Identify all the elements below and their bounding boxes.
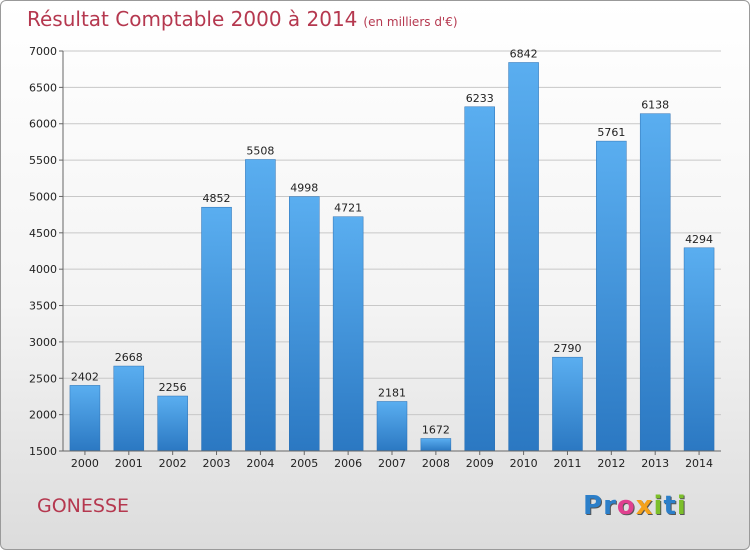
y-tick-label-10: 6500 [29, 81, 57, 94]
logo-letter-3: x [635, 491, 654, 521]
bar-2005 [289, 196, 320, 452]
y-tick-label-5: 4000 [29, 263, 57, 276]
x-tick-label-2002: 2002 [159, 457, 187, 470]
data-label-2008: 1672 [422, 423, 450, 436]
bars [69, 62, 715, 452]
y-tick-label-0: 1500 [29, 445, 57, 458]
bar-2003 [201, 206, 232, 452]
x-tick-label-2001: 2001 [115, 457, 143, 470]
bar-2011 [552, 356, 583, 452]
y-tick-label-3: 3000 [29, 336, 57, 349]
y-tick-label-9: 6000 [29, 118, 57, 131]
x-tick-label-2003: 2003 [203, 457, 231, 470]
logo-letter-6: i [676, 491, 687, 521]
city-name: GONESSE [37, 495, 130, 517]
data-label-2004: 5508 [246, 145, 274, 158]
data-label-2010: 6842 [510, 47, 538, 60]
bar-2002 [157, 395, 188, 452]
data-label-2013: 6138 [641, 99, 669, 112]
chart-title: Résultat Comptable 2000 à 2014 (en millie… [27, 7, 458, 31]
data-label-2002: 2256 [159, 381, 187, 394]
data-label-2007: 2181 [378, 386, 406, 399]
logo-letter-4: i [653, 491, 664, 521]
bar-2000 [69, 385, 101, 452]
x-tick-label-2004: 2004 [246, 457, 274, 470]
bar-2013 [639, 113, 671, 452]
chart-title-text: Résultat Comptable 2000 à 2014 [27, 7, 358, 31]
bar-2009 [464, 106, 495, 452]
data-label-2011: 2790 [553, 342, 581, 355]
bar-2006 [332, 216, 364, 452]
data-label-2003: 4852 [203, 192, 231, 205]
logo-letter-0: P [583, 491, 604, 521]
y-tick-label-6: 4500 [29, 227, 57, 240]
x-tick-label-2013: 2013 [641, 457, 669, 470]
chart-unit: (en milliers d'€) [363, 15, 458, 29]
y-tick-label-4: 3500 [29, 300, 57, 313]
data-label-2001: 2668 [115, 351, 143, 364]
bar-2012 [596, 140, 627, 452]
x-tick-label-2010: 2010 [510, 457, 538, 470]
logo-letter-1: r [603, 491, 617, 521]
logo-letter-2: o [616, 491, 636, 521]
x-tick-label-2008: 2008 [422, 457, 450, 470]
x-tick-label-2000: 2000 [71, 457, 99, 470]
data-label-2005: 4998 [290, 182, 318, 195]
data-label-2009: 6233 [466, 92, 494, 105]
bar-2004 [245, 159, 276, 452]
bar-2010 [508, 62, 539, 452]
axes [59, 50, 721, 455]
y-tick-label-2: 2500 [29, 372, 57, 385]
x-tick-label-2005: 2005 [290, 457, 318, 470]
y-tick-label-8: 5500 [29, 154, 57, 167]
bar-2014 [683, 247, 715, 452]
y-tick-label-7: 5000 [29, 190, 57, 203]
x-tick-label-2006: 2006 [334, 457, 362, 470]
y-tick-label-1: 2000 [29, 409, 57, 422]
x-tick-label-2011: 2011 [553, 457, 581, 470]
data-label-2012: 5761 [597, 126, 625, 139]
x-tick-label-2009: 2009 [466, 457, 494, 470]
x-tick-label-2012: 2012 [597, 457, 625, 470]
bar-2008 [420, 438, 452, 452]
bar-2001 [113, 365, 145, 452]
x-tick-label-2007: 2007 [378, 457, 406, 470]
data-label-2006: 4721 [334, 202, 362, 215]
data-label-2000: 2402 [71, 370, 99, 383]
proxiti-logo: Proxiti [583, 491, 687, 521]
x-tick-label-2014: 2014 [685, 457, 713, 470]
bar-2007 [376, 401, 408, 452]
data-label-2014: 4294 [685, 233, 713, 246]
y-tick-label-11: 7000 [29, 45, 57, 58]
logo-letter-5: t [663, 491, 677, 521]
labels: 1500 2000 2500 3000 3500 4000 4500 5000 5500 6000… [29, 45, 713, 470]
